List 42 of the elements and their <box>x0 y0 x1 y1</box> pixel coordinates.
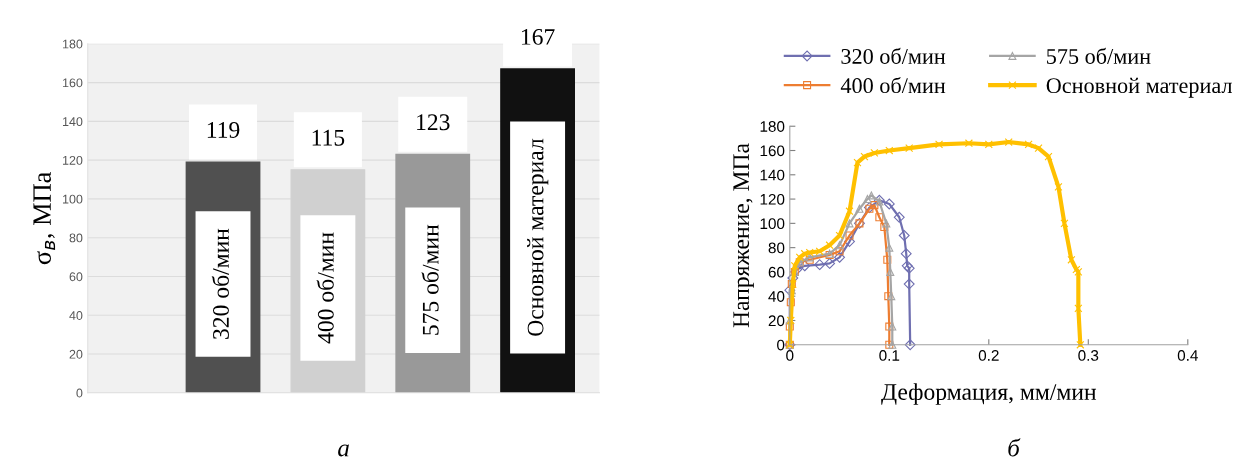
text: б <box>1008 438 1021 457</box>
legend-label: Основной материал <box>1046 77 1233 98</box>
y-tick-label: 120 <box>62 155 83 165</box>
y-tick-label: 180 <box>62 39 83 49</box>
x-tick-label: 320 об/мин <box>211 228 229 339</box>
x-tick-label: 0.1 <box>879 350 900 361</box>
legend-label: 400 об/мин <box>840 76 946 94</box>
y-tick-label: 60 <box>69 272 83 282</box>
y-tick-label: 80 <box>69 233 83 243</box>
y-tick-label: 180 <box>760 121 785 132</box>
y-tick-label: 140 <box>62 117 83 127</box>
y-tick-label: 100 <box>760 218 785 230</box>
x-tick-label: 0.4 <box>1177 350 1198 361</box>
y-tick-label: 40 <box>768 291 785 302</box>
x-tick-label: 0.2 <box>978 350 999 361</box>
y-tick-label: 140 <box>760 169 785 181</box>
x-tick-label: 575 об/мин <box>421 224 439 335</box>
x-tick-label: Основной материал <box>527 138 549 336</box>
y-axis-title: Напряжение, МПа <box>733 143 754 328</box>
data-label: 123 <box>417 114 450 131</box>
x-tick-label: 0 <box>786 350 794 361</box>
y-axis-title: σ$_{в}$, МПа <box>33 172 56 265</box>
y-tick-label: 0 <box>777 339 785 351</box>
y-tick-label: 120 <box>760 193 785 205</box>
legend-label: 575 об/мин <box>1047 47 1151 64</box>
y-tick-label: 160 <box>760 145 785 157</box>
y-tick-label: 160 <box>62 78 83 88</box>
y-tick-label: 40 <box>69 311 83 320</box>
y-tick-label: 60 <box>768 266 785 278</box>
data-label: 119 <box>207 122 240 138</box>
data-label: 115 <box>312 129 345 146</box>
text: а <box>338 444 349 457</box>
y-tick-label: 0 <box>76 388 83 398</box>
y-tick-label: 20 <box>69 349 83 359</box>
x-tick-label: 0.3 <box>1078 350 1099 361</box>
y-tick-label: 100 <box>62 194 83 204</box>
data-label: 167 <box>521 28 555 45</box>
y-tick-label: 20 <box>768 315 785 327</box>
legend-label: 320 об/мин <box>841 47 946 64</box>
x-tick-label: 400 об/мин <box>316 232 334 344</box>
y-tick-label: 80 <box>768 242 785 254</box>
x-axis-title: Деформация, мм/мин <box>881 383 1097 405</box>
